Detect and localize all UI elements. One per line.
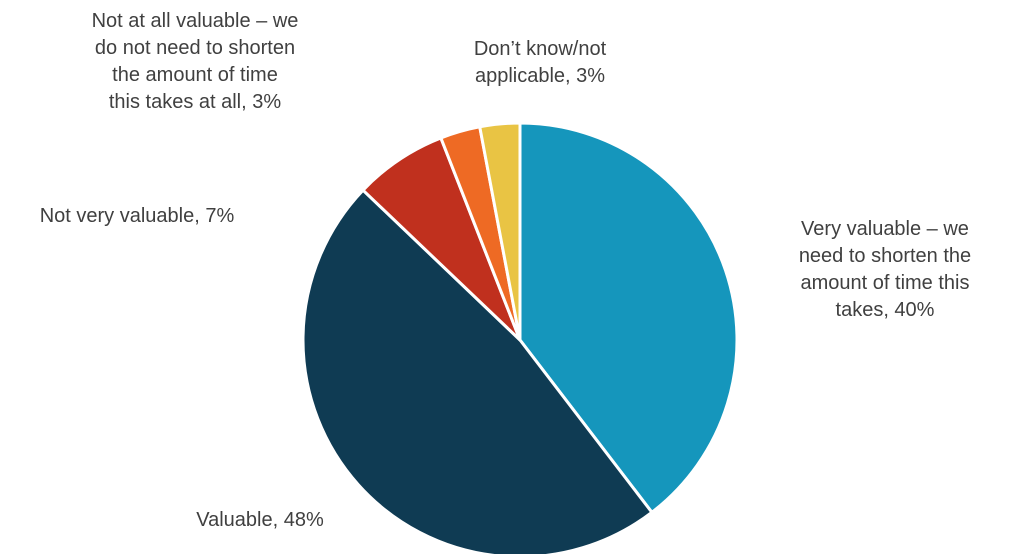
label-line: this takes at all, 3% — [108, 91, 282, 113]
label-line: Don’t know/not — [473, 38, 607, 60]
label-line: the amount of time — [112, 64, 278, 86]
slice-dont-know — [478, 121, 522, 342]
slice-valuable — [301, 188, 654, 554]
label-not-very-valuable: Not very valuable, 7% — [2, 203, 272, 230]
label-line: takes, 40% — [835, 299, 935, 321]
label-line: Very valuable – we — [801, 218, 969, 240]
label-line: Not at all valuable – we — [91, 10, 299, 32]
label-not-at-all-valuable: Not at all valuable – we do not need to … — [50, 8, 340, 116]
label-line: need to shorten the — [798, 245, 972, 267]
pie-slices — [301, 121, 739, 554]
label-line: do not need to shorten — [94, 37, 296, 59]
label-line: amount of time this — [800, 272, 970, 294]
label-line: applicable, 3% — [474, 65, 606, 87]
label-line: Not very valuable, 7% — [39, 205, 235, 227]
slice-very-valuable — [518, 121, 739, 514]
label-line: Valuable, 48% — [196, 509, 324, 531]
label-valuable: Valuable, 48% — [150, 507, 370, 534]
label-very-valuable: Very valuable – we need to shorten the a… — [775, 216, 995, 324]
label-dont-know: Don’t know/not applicable, 3% — [425, 36, 655, 90]
